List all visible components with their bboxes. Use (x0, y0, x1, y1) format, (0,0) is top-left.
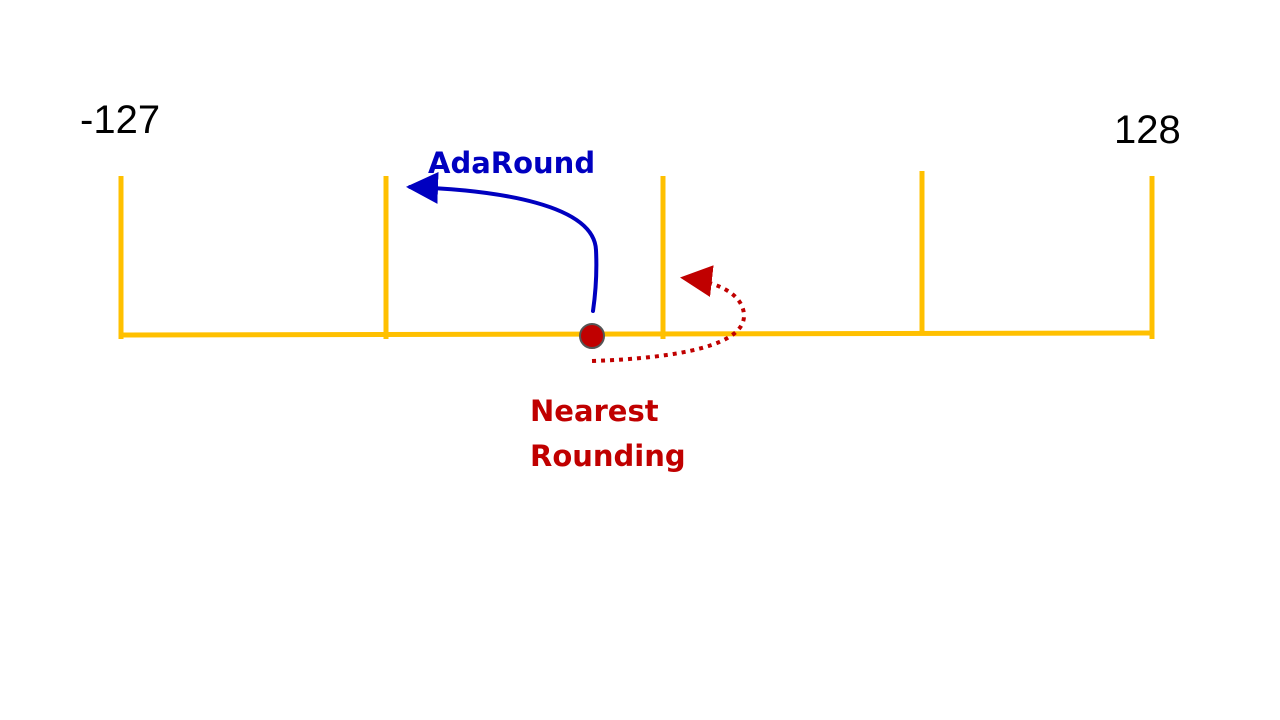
adaround-label: AdaRound (428, 146, 595, 180)
min-value-label: -127 (80, 98, 160, 142)
adaround-arrow (406, 171, 599, 313)
nearest-rounding-label-line2: Rounding (530, 439, 686, 473)
value-point (579, 323, 605, 349)
number-line-axis (118, 330, 1155, 338)
nearest-rounding-arrow (591, 265, 747, 363)
max-value-label: 128 (1114, 108, 1181, 152)
nearest-rounding-label-line1: Nearest (530, 394, 659, 428)
